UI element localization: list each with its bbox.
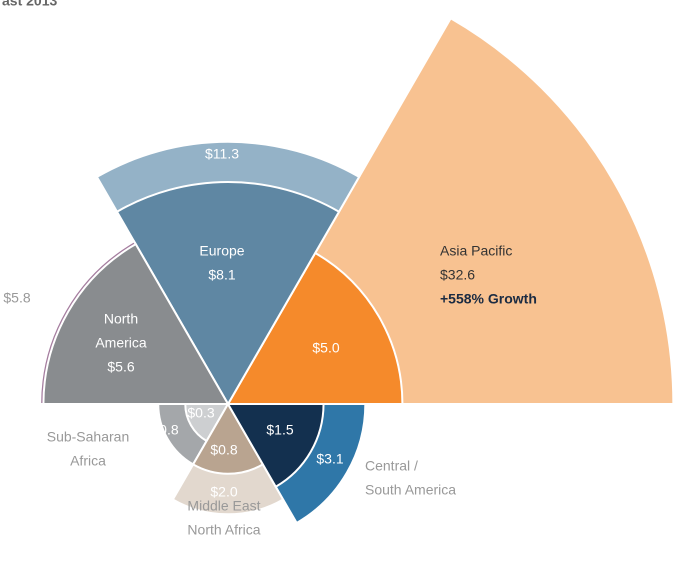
wedge — [191, 402, 265, 475]
value-label: $0.8 — [151, 422, 178, 438]
region-name: Middle East — [187, 498, 260, 514]
value-label: $0.3 — [187, 405, 214, 421]
region-name: Africa — [70, 453, 106, 469]
chart-title: ast 2013 — [2, 0, 57, 9]
value-label: $5.0 — [312, 340, 339, 356]
value-label: $32.6 — [440, 267, 475, 283]
value-label: $8.1 — [208, 267, 235, 283]
wedge — [226, 251, 404, 405]
value-label: $11.3 — [205, 146, 239, 162]
region-name: America — [95, 335, 147, 351]
value-label: $2.0 — [210, 484, 237, 500]
region-name: Central / — [365, 458, 418, 474]
wedge — [115, 181, 341, 407]
region-name: South America — [365, 482, 456, 498]
region-name: Asia Pacific — [440, 243, 512, 259]
region-name: Europe — [199, 243, 244, 259]
value-label: $1.5 — [266, 422, 293, 438]
value-label: $0.8 — [210, 442, 237, 458]
region-name: North — [104, 311, 138, 327]
region-name: North Africa — [187, 522, 260, 538]
wedge — [226, 403, 325, 489]
region-name: Sub-Saharan — [47, 429, 130, 445]
value-label: $5.8 — [3, 290, 30, 306]
value-label: $5.6 — [107, 359, 134, 375]
wedge — [42, 242, 230, 405]
annotation: +558% Growth — [440, 291, 537, 307]
value-label: $3.1 — [316, 451, 343, 467]
